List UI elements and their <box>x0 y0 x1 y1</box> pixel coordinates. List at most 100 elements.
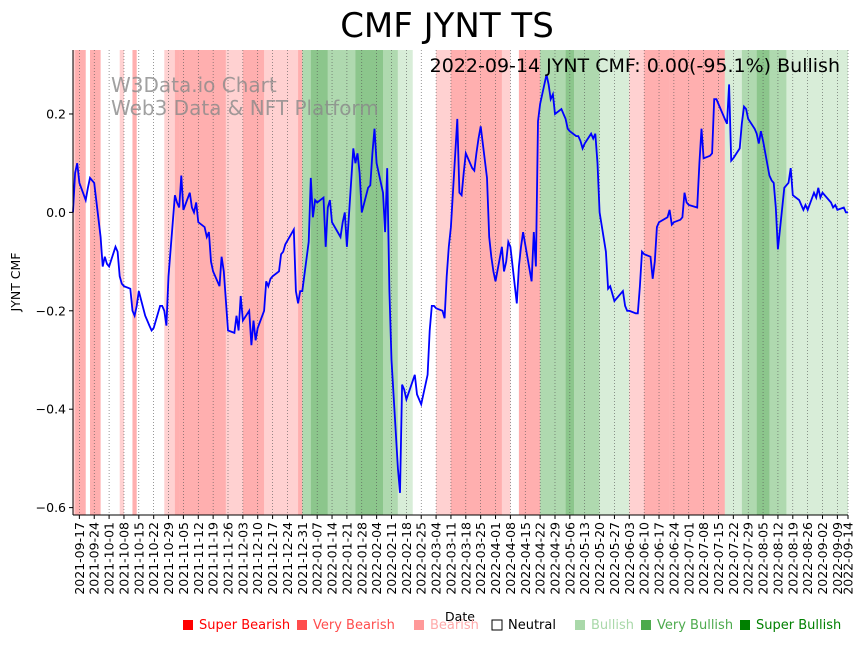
x-tick-label: 2022-07-01 <box>681 522 696 595</box>
legend-label: Super Bullish <box>756 618 841 633</box>
x-tick-label: 2022-04-15 <box>518 522 533 595</box>
sentiment-band <box>383 50 398 515</box>
sentiment-band <box>629 50 645 515</box>
legend-label: Super Bearish <box>199 618 290 633</box>
x-axis-ticks: 2021-09-17 2021-09-24 2021-10-01 2021-10-08… <box>72 515 856 595</box>
sentiment-band <box>132 50 137 515</box>
sentiment-band <box>310 50 328 515</box>
sentiment-band <box>518 50 541 515</box>
x-tick-label: 2022-06-24 <box>666 522 681 595</box>
x-tick-label: 2022-04-22 <box>533 522 548 595</box>
latest-value-annotation: 2022-09-14 JYNT CMF: 0.00(-95.1%) Bullis… <box>430 55 840 77</box>
x-tick-label: 2021-11-19 <box>206 522 221 595</box>
sentiment-band <box>756 50 770 515</box>
sentiment-band <box>501 50 511 515</box>
x-tick-label: 2022-06-17 <box>652 522 667 595</box>
legend-swatch <box>297 620 307 630</box>
x-tick-label: 2022-09-02 <box>815 522 830 595</box>
sentiment-band <box>436 50 451 515</box>
y-tick-label: −0.6 <box>36 500 66 515</box>
x-tick-label: 2022-08-05 <box>756 522 771 595</box>
sentiment-band <box>574 50 600 515</box>
x-tick-label: 2021-09-24 <box>87 522 102 595</box>
x-tick-label: 2022-03-11 <box>443 522 458 595</box>
legend-swatch <box>414 620 424 630</box>
x-tick-label: 2022-04-08 <box>503 522 518 595</box>
x-tick-label: 2022-04-29 <box>548 522 563 595</box>
chart-title: CMF JYNT TS <box>340 6 554 46</box>
x-tick-label: 2022-06-03 <box>622 522 637 595</box>
x-tick-label: 2022-01-07 <box>310 522 325 595</box>
legend: Super Bearish Very Bearish Bearish Neutral B… <box>183 618 841 633</box>
legend-swatch <box>491 619 503 631</box>
x-tick-label: 2021-10-15 <box>131 522 146 595</box>
sentiment-band <box>355 50 383 515</box>
sentiment-band <box>450 50 502 515</box>
legend-swatch <box>575 620 585 630</box>
sentiment-band <box>75 50 86 515</box>
y-axis-label: JYNT CMF <box>8 253 23 313</box>
legend-swatch <box>183 620 193 630</box>
sentiment-band <box>242 50 265 515</box>
x-tick-label: 2022-03-18 <box>458 522 473 595</box>
sentiment-band <box>741 50 757 515</box>
x-tick-label: 2022-08-26 <box>800 522 815 595</box>
x-tick-label: 2022-05-13 <box>577 522 592 595</box>
watermark-line-1: W3Data.io Chart <box>111 73 277 97</box>
x-tick-label: 2021-10-22 <box>146 522 161 595</box>
legend-swatch <box>740 620 750 630</box>
x-tick-label: 2022-07-08 <box>696 522 711 595</box>
x-tick-label: 2021-12-31 <box>295 522 310 595</box>
y-axis-ticks: −0.6 −0.4 −0.2 0.0 0.2 <box>36 106 73 515</box>
x-tick-label: 2022-02-18 <box>399 522 414 595</box>
legend-label: Very Bullish <box>657 618 733 633</box>
x-tick-label: 2021-12-24 <box>280 522 295 595</box>
x-tick-label: 2022-03-04 <box>429 522 444 595</box>
x-tick-label: 2022-05-27 <box>607 522 622 595</box>
y-tick-label: −0.2 <box>36 303 66 318</box>
sentiment-band <box>786 50 848 515</box>
sentiment-band <box>644 50 670 515</box>
sentiment-band <box>669 50 725 515</box>
x-tick-label: 2021-11-26 <box>221 522 236 595</box>
x-tick-label: 2021-11-05 <box>176 522 191 595</box>
sentiment-band <box>164 50 175 515</box>
legend-label: Neutral <box>508 618 556 633</box>
legend-swatch <box>641 620 651 630</box>
x-tick-label: 2022-09-14 <box>841 522 856 595</box>
x-tick-label: 2022-09-09 <box>830 522 845 595</box>
x-tick-label: 2022-01-14 <box>325 522 340 595</box>
sentiment-band <box>89 50 101 515</box>
x-tick-label: 2021-10-01 <box>102 522 117 595</box>
y-tick-label: −0.4 <box>36 402 66 417</box>
x-tick-label: 2021-10-29 <box>161 522 176 595</box>
legend-label: Bullish <box>591 618 634 633</box>
sentiment-band <box>327 50 356 515</box>
sentiment-band <box>302 50 311 515</box>
x-tick-label: 2022-02-04 <box>369 522 384 595</box>
watermark-line-2: Web3 Data & NFT Platform <box>111 96 379 120</box>
x-tick-label: 2021-12-10 <box>250 522 265 595</box>
sentiment-band <box>174 50 180 515</box>
x-tick-label: 2021-10-08 <box>117 522 132 595</box>
sentiment-band <box>73 50 76 515</box>
x-tick-label: 2022-02-25 <box>414 522 429 595</box>
y-tick-label: 0.0 <box>46 205 66 220</box>
x-tick-label: 2022-06-10 <box>637 522 652 595</box>
x-tick-label: 2022-01-21 <box>339 522 354 595</box>
x-tick-label: 2022-07-22 <box>726 522 741 595</box>
x-tick-label: 2022-08-12 <box>770 522 785 595</box>
sentiment-band <box>769 50 787 515</box>
sentiment-band <box>724 50 742 515</box>
sentiment-band <box>225 50 243 515</box>
x-tick-label: 2021-12-17 <box>265 522 280 595</box>
vertical-gridlines <box>79 50 849 515</box>
x-tick-label: 2022-08-19 <box>785 522 800 595</box>
x-tick-label: 2022-07-15 <box>711 522 726 595</box>
x-tick-label: 2022-07-29 <box>741 522 756 595</box>
x-tick-label: 2022-01-28 <box>354 522 369 595</box>
cmf-series-line <box>72 74 848 493</box>
x-tick-label: 2022-04-01 <box>488 522 503 595</box>
x-tick-label: 2022-05-06 <box>562 522 577 595</box>
